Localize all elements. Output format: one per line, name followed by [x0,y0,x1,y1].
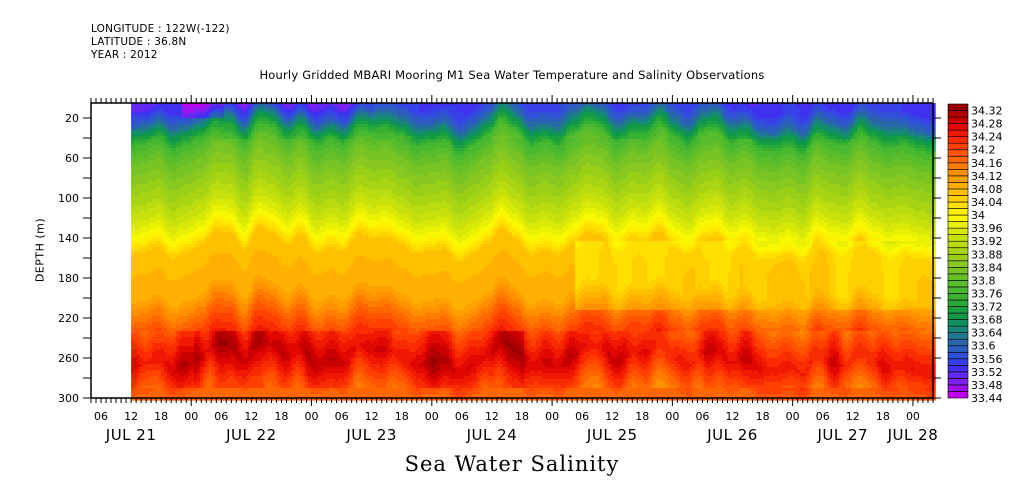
heatmap-field [131,103,936,401]
chart-svg: 06 12 18 00 06 12 18 00 06 12 18 00 06 12 18 00 06 12 18 00… [0,0,1009,504]
